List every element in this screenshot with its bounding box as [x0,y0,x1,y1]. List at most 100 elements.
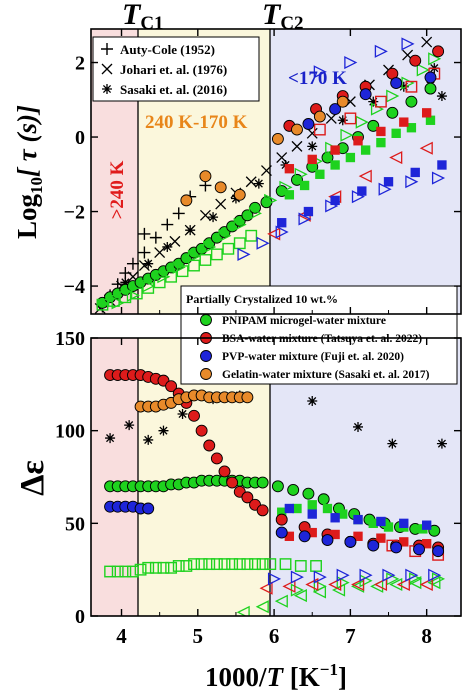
tc2-label: TC2 [262,0,304,34]
bottom-series-0-point-2 [143,434,154,445]
bottom-series-7-point-0 [284,531,295,541]
top-series-2-point-4 [208,212,219,223]
bottom-series-6-point-21 [275,513,288,526]
bottom-series-12-point-2 [313,570,327,584]
bottom-series-2-point-22 [279,558,292,571]
bottom-legend-marker-3 [200,368,212,380]
top-series-2-point-13 [436,91,447,102]
top-series-2-point-9 [337,115,348,126]
bottom-series-3-point-0 [277,507,287,517]
top-series-0-point-7 [161,218,174,231]
bottom-series-2-point-24 [310,560,322,572]
top-series-8-point-6 [421,108,432,118]
bottom-series-0-point-0 [105,433,116,444]
top-series-4-point-1 [299,180,310,191]
bottom-series-10-point-13 [432,545,445,558]
bottom-series-10-point-6 [275,526,288,539]
top-series-6-point-7 [176,265,189,278]
top-series-6-point-13 [245,229,258,242]
top-series-5-point-7 [218,229,232,243]
top-series-13-point-4 [325,199,339,213]
bottom-series-4-point-9 [408,576,422,590]
bottom-series-2-point-14 [210,558,223,571]
bottom-series-0-point-9 [387,438,398,449]
bottom-series-2-point-7 [157,561,170,574]
bottom-series-4-point-2 [274,594,288,608]
bottom-series-9-point-6 [396,577,410,592]
bottom-series-2-point-8 [165,561,178,574]
bottom-series-0-point-8 [353,421,364,432]
top-series-3-point-25 [321,151,334,164]
top-series-5-point-10 [264,193,278,207]
bottom-series-2-point-2 [119,565,132,578]
bottom-legend: Partially Crystalized 10 wt.% PNIPAM mic… [180,285,458,385]
top-series-15-point-0 [180,194,193,207]
bottom-series-12-point-7 [428,568,442,582]
region-label-mid: 240 K-170 K [145,112,248,133]
top-series-4-point-9 [425,115,436,125]
top-series-8-point-5 [399,117,409,127]
bottom-series-0-point-10 [436,438,447,449]
bottom-series-6-point-18 [241,491,254,504]
bottom-series-10-point-7 [298,530,311,543]
top-series-0-point-5 [138,246,151,259]
top-series-10-point-5 [419,141,433,155]
top-legend-marker-1 [101,63,113,75]
bottom-series-6-point-20 [256,504,269,517]
bottom-series-12-point-0 [267,572,282,586]
top-legend-marker-2 [102,84,112,94]
top-y-tick-label-1: −2 [64,202,85,224]
bottom-series-1-point-21 [271,480,284,493]
top-series-2-point-2 [162,241,173,252]
top-series-0-point-6 [149,231,162,244]
top-series-4-point-2 [315,169,325,179]
bottom-y-axis-label: Δε [14,460,51,496]
top-series-3-point-29 [386,106,399,119]
bottom-series-4-point-0 [236,605,250,616]
top-series-11-point-1 [329,103,342,116]
top-series-5-point-9 [248,206,262,220]
bottom-series-12-point-4 [359,568,373,582]
bottom-series-10-point-12 [413,543,425,556]
top-series-1-point-16 [325,112,337,124]
top-series-0-point-8 [172,207,185,220]
top-series-1-point-12 [261,165,272,177]
top-series-8-point-4 [376,126,386,137]
bottom-series-3-point-3 [322,503,333,514]
top-series-5-point-18 [386,89,400,103]
bottom-series-11-point-3 [353,514,363,525]
bottom-series-6-point-8 [165,380,178,393]
top-series-3-point-21 [260,196,273,209]
bottom-series-7-point-2 [330,529,340,540]
top-series-9-point-1 [344,112,357,125]
top-series-13-point-3 [298,212,312,226]
top-series-9-point-3 [405,80,418,93]
bottom-series-2-point-1 [111,565,124,578]
top-series-1-point-15 [306,127,318,139]
top-series-11-point-3 [390,77,403,89]
top-series-6-point-10 [210,248,223,261]
bottom-series-2-point-0 [104,565,116,578]
top-series-1-point-8 [199,209,211,221]
bottom-series-9-point-2 [305,577,319,592]
bottom-series-3-point-2 [307,500,317,510]
bottom-series-6-point-16 [226,476,239,489]
top-series-8-point-0 [284,164,295,174]
bottom-legend-title: Partially Crystalized 10 wt.% [186,292,338,306]
top-series-6-point-3 [130,287,143,300]
top-series-15-point-5 [291,123,303,136]
top-series-15-point-4 [271,132,284,145]
bottom-series-1-point-22 [287,484,300,496]
bottom-series-10-point-8 [321,534,334,546]
bottom-series-3-point-6 [368,518,378,529]
x-axis-label: 1000/T [K−1] [205,660,347,692]
top-y-tick-label-2: 0 [75,127,85,149]
bottom-series-11-point-2 [330,513,340,523]
top-series-12-point-4 [383,177,394,187]
top-series-14-point-3 [401,37,415,51]
bottom-series-0-point-1 [124,420,135,431]
top-series-12-point-1 [303,206,314,217]
bottom-series-7-point-5 [399,537,409,547]
bottom-series-11-point-0 [284,503,295,514]
bottom-y-tick-label-1: 50 [65,513,85,535]
